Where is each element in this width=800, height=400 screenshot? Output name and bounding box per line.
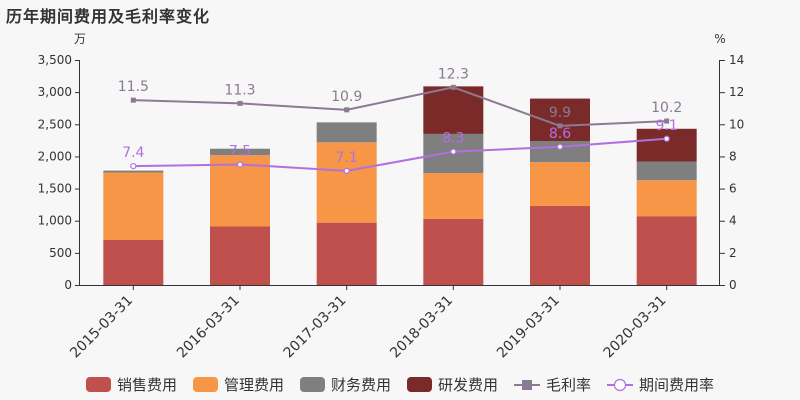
y2-tick-label: 12 [729,85,744,99]
bar-mgmt [530,162,590,206]
point-period_rate_line [663,135,670,142]
data-label-period_rate_line: 8.3 [442,131,464,147]
y-tick-label: 3,000 [38,85,72,99]
axes: 万 % [74,32,726,286]
bar-sales [316,222,377,285]
legend-label: 研发费用 [438,376,498,394]
y-tick-label: 2,500 [38,117,72,131]
legend-label: 销售费用 [117,376,177,394]
x-tick-label: 2019-03-31 [494,293,563,362]
bar-mgmt [423,173,484,219]
y2-axis-unit: % [714,32,725,46]
bar-sales [210,226,270,285]
data-label-gross_margin_line: 11.5 [118,79,149,95]
data-label-period_rate_line: 9.1 [656,118,678,134]
legend-swatch-rd [407,377,432,392]
data-label-gross_margin_line: 12.3 [438,66,469,82]
y2-ticks: 0 2 4 6 8 10 12 14 [720,53,744,292]
y-tick-label: 1,500 [38,182,72,196]
point-period_rate_line [130,162,137,170]
bar-rd [423,86,484,134]
bar-sales [530,205,590,285]
bar-fin [103,170,164,173]
point-gross_margin_line [557,123,563,129]
bar-mgmt [316,142,377,223]
line-period_rate_line [133,137,667,172]
data-label-period_rate_line: 7.4 [122,145,144,161]
point-period_rate_line [556,143,564,150]
y2-tick-label: 0 [729,278,737,292]
data-label-gross_margin_line: 11.3 [224,82,255,98]
point-gross_margin_line [664,118,670,124]
chart-title: 历年期间费用及毛利率变化 [6,7,211,26]
y-tick-label: 0 [64,278,72,292]
bar-rd [636,128,697,162]
point-period_rate_line [343,167,350,174]
bar-rd [530,98,590,141]
x-tick-label: 2015-03-31 [67,293,136,362]
y2-tick-label: 6 [729,182,737,196]
bar-mgmt [636,180,697,217]
line-gross_margin_line [133,86,667,127]
point-gross_margin_line [344,107,350,113]
legend: 销售费用 管理费用 财务费用 研发费用 毛利率 期间费用率 [86,376,714,394]
bar-sales [423,218,484,285]
y2-tick-label: 8 [729,149,737,163]
lines: 11.5 11.3 10.9 12.3 9.9 10.2 7.4 7.5 7.1 8.3 8.6 9.… [118,66,682,174]
point-period_rate_line [450,148,457,155]
y2-tick-label: 14 [729,53,744,67]
y2-tick-label: 10 [729,117,744,131]
data-label-period_rate_line: 8.6 [549,126,571,142]
y-tick-label: 500 [49,246,72,260]
data-label-period_rate_line: 7.1 [336,150,358,166]
y2-tick-label: 4 [729,214,737,228]
point-gross_margin_line [237,100,243,106]
data-label-period_rate_line: 7.5 [229,143,251,159]
legend-label: 期间费用率 [639,376,714,394]
y-ticks: 0 500 1,000 1,500 2,000 2,500 3,000 3,500 [38,53,80,292]
bar-sales [636,216,697,285]
bar-fin [636,161,697,181]
point-gross_margin_line [130,97,136,103]
y-tick-label: 2,000 [38,149,72,163]
y-tick-label: 1,000 [38,214,72,228]
data-label-gross_margin_line: 10.9 [331,89,362,105]
y2-tick-label: 2 [729,246,737,260]
x-tick-label: 2016-03-31 [174,293,243,362]
bars [103,86,697,285]
legend-label: 财务费用 [331,376,391,394]
legend-marker-period_rate_line [613,378,627,392]
legend-marker-gross_margin_line [522,380,532,390]
x-tick-label: 2020-03-31 [601,293,670,362]
point-period_rate_line [236,161,244,168]
data-label-gross_margin_line: 10.2 [651,100,682,116]
y-axis-unit: 万 [74,32,86,46]
x-ticks: 2015-03-31 2016-03-31 2017-03-31 2018-03-31… [67,285,669,361]
legend-swatch-fin [300,377,325,392]
legend-swatch-sales [86,377,111,392]
data-label-gross_margin_line: 9.9 [549,105,571,121]
point-gross_margin_line [450,84,456,90]
bar-fin [210,148,270,156]
x-tick-label: 2018-03-31 [387,293,456,362]
legend-label: 毛利率 [546,376,591,394]
x-tick-label: 2017-03-31 [281,293,350,362]
y-tick-label: 3,500 [38,53,72,67]
bar-fin [316,122,377,143]
legend-swatch-mgmt [193,377,218,392]
legend-label: 管理费用 [224,376,284,394]
bar-mgmt [103,172,164,240]
bar-sales [103,240,164,285]
